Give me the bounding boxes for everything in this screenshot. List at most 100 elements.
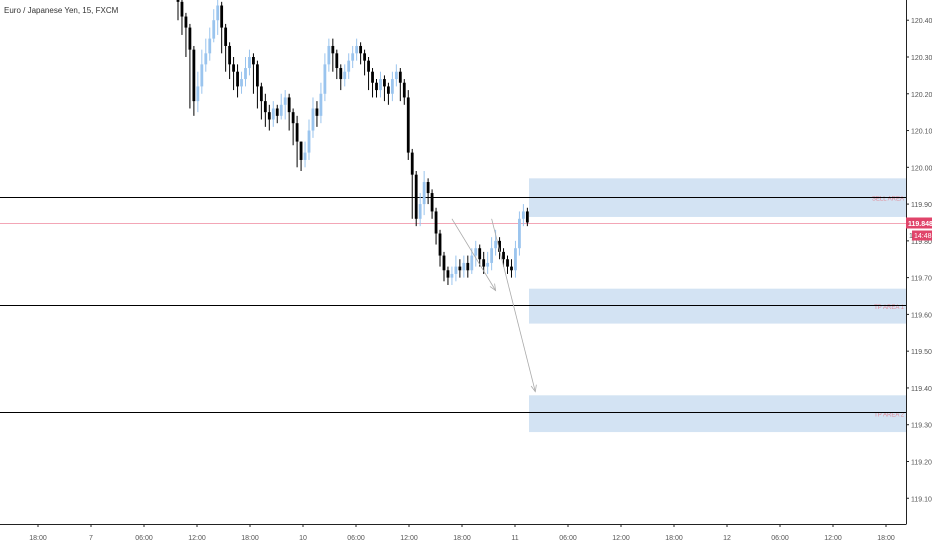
candle-body	[216, 5, 220, 21]
y-tick-label: 119.200	[911, 459, 932, 466]
x-tick-label: 12:00	[612, 535, 630, 542]
x-tick-label: 12	[723, 535, 731, 542]
candle-body	[514, 248, 517, 271]
candle-body	[339, 68, 343, 80]
countdown-badge	[912, 230, 932, 241]
candle-body	[446, 270, 450, 278]
candle-body	[200, 64, 204, 87]
y-tick-label: 120.400	[911, 18, 932, 25]
projection-arrow-1[interactable]	[451, 218, 496, 291]
candle-body	[287, 97, 291, 113]
candle-body	[379, 79, 382, 91]
x-tick-label: 06:00	[559, 535, 577, 542]
candle-body	[307, 130, 311, 153]
zone-rect-3[interactable]	[529, 395, 906, 433]
candle-body	[387, 86, 390, 94]
candle-body	[482, 259, 486, 267]
candle-body	[490, 248, 494, 263]
candle-body	[220, 5, 224, 28]
candle-body	[450, 273, 454, 278]
candle-body	[176, 0, 180, 2]
y-tick-label: 120.300	[911, 55, 932, 62]
candle-body	[323, 64, 327, 94]
candle-body	[498, 240, 501, 252]
zone-rect-2[interactable]	[529, 288, 906, 324]
x-tick-label: 7	[89, 535, 93, 542]
candle-body	[406, 97, 410, 153]
candle-body	[212, 20, 216, 39]
zone-label-3: TP AREA 2	[874, 413, 905, 419]
candle-body	[478, 248, 482, 260]
y-tick-label: 120.100	[911, 129, 932, 136]
x-tick-label: 18:00	[453, 535, 471, 542]
candle-body	[291, 112, 295, 124]
x-tick-label: 18:00	[241, 535, 259, 542]
secondary-price-label: 1	[909, 233, 913, 240]
candle-body	[295, 123, 299, 142]
candle-body	[470, 255, 474, 271]
candle-body	[319, 93, 323, 116]
candle-body	[248, 56, 251, 69]
y-tick-label: 119.800	[911, 239, 932, 246]
candle-body	[402, 82, 406, 98]
candle-body	[426, 182, 430, 194]
arrow-head-2	[530, 384, 537, 393]
candle-body	[510, 266, 513, 271]
candle-body	[240, 79, 243, 87]
candle-body	[283, 97, 287, 105]
y-tick-label: 119.300	[911, 423, 932, 430]
current-price-text: 119.848	[908, 221, 932, 228]
candle-body	[331, 45, 335, 54]
candle-body	[327, 45, 331, 65]
candle-body	[347, 60, 351, 72]
x-tick-label: 10	[299, 535, 307, 542]
candle-body	[525, 211, 529, 223]
y-tick-label: 119.600	[911, 312, 932, 319]
candle-body	[371, 71, 374, 83]
candle-body	[267, 112, 271, 120]
candle-body	[414, 174, 418, 219]
candle-body	[410, 152, 414, 175]
x-tick-label: 06:00	[347, 535, 365, 542]
candle-body	[279, 104, 283, 116]
candle-body	[311, 108, 315, 131]
x-tick-label: 18:00	[665, 535, 683, 542]
candle-body	[394, 71, 398, 80]
candle-body	[252, 56, 255, 65]
candle-body	[192, 49, 196, 102]
candle-body	[315, 108, 319, 116]
candle-body	[518, 218, 521, 249]
symbol-title: Euro / Japanese Yen, 15, FXCM	[4, 6, 119, 15]
candle-body	[244, 68, 247, 80]
candle-body	[383, 79, 386, 87]
candle-body	[208, 38, 212, 54]
candle-body	[351, 53, 355, 61]
candle-body	[466, 262, 470, 271]
candle-body	[442, 255, 446, 271]
candle-body	[335, 53, 339, 69]
y-tick-label: 120.200	[911, 92, 932, 99]
x-tick-label: 11	[511, 535, 518, 542]
candle-body	[434, 211, 438, 234]
candle-body	[228, 45, 232, 65]
current-price-badge	[906, 217, 932, 229]
candle-body	[275, 108, 279, 116]
candle-body	[367, 60, 370, 72]
y-tick-label: 119.700	[911, 276, 932, 283]
candle-body	[494, 240, 497, 249]
projection-arrow-2[interactable]	[491, 218, 536, 392]
candle-body	[438, 233, 442, 256]
x-tick-label: 06:00	[135, 535, 153, 542]
candle-body	[355, 45, 359, 54]
candle-body	[180, 1, 184, 17]
x-tick-label: 12:00	[400, 535, 418, 542]
y-tick-label: 119.900	[911, 202, 932, 209]
candle-body	[458, 266, 462, 271]
zone-label-2: TP AREA 1	[874, 305, 905, 311]
candle-body	[462, 262, 466, 271]
x-tick-label: 12:00	[188, 535, 206, 542]
y-tick-label: 119.400	[911, 386, 932, 393]
y-tick-label: 119.500	[911, 349, 932, 356]
y-tick-label: 119.100	[911, 496, 932, 503]
